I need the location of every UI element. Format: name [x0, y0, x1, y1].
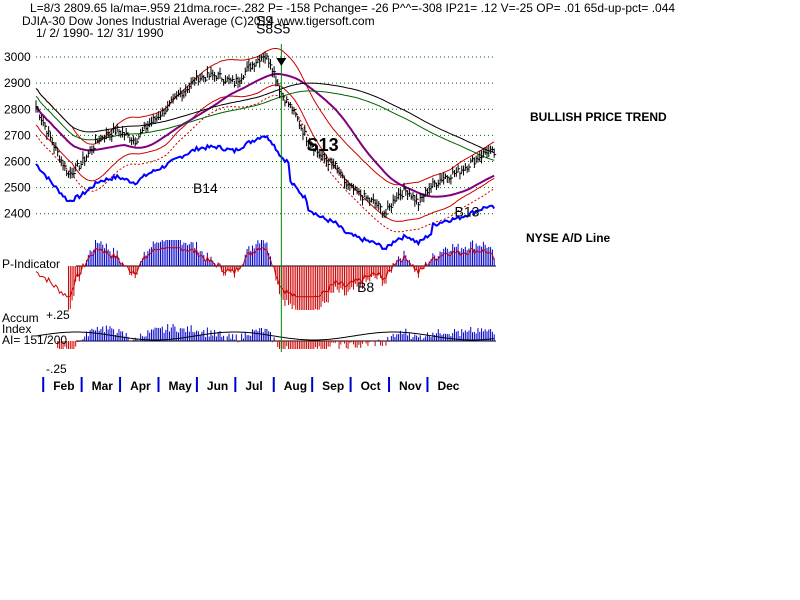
- upper-band: [35, 48, 495, 186]
- ad-line-path: [35, 134, 496, 251]
- p-indicator-panel: [35, 240, 496, 310]
- month-label: Mar: [92, 379, 114, 393]
- month-label: Jul: [245, 379, 262, 393]
- header-line-2: DJIA-30 Dow Jones Industrial Average (C)…: [22, 14, 375, 28]
- lower-band: [35, 84, 495, 222]
- ad-line-label: NYSE A/D Line: [526, 231, 611, 245]
- price-tick-label: 2500: [4, 181, 31, 195]
- price-axis-ticks: 3000 2900 2800 2700 2600 2500 2400: [4, 50, 31, 221]
- price-tick-label: 2800: [4, 102, 31, 116]
- annotation-s9: S9: [256, 13, 273, 29]
- trend-label: BULLISH PRICE TREND: [530, 110, 667, 124]
- ma-long: [35, 82, 495, 154]
- annotation-s13: S13: [307, 135, 339, 155]
- annotation-s8s5: S8S5: [256, 21, 290, 37]
- ai-label: AI= 151/200: [2, 333, 68, 347]
- lower-dotted-band: [35, 95, 495, 233]
- price-tick-label: 2700: [4, 128, 31, 142]
- index-label: Index: [2, 322, 32, 336]
- month-label: Aug: [284, 379, 307, 393]
- accum-label: Accum: [2, 311, 39, 325]
- sell-arrow-icon: [276, 58, 287, 66]
- annotation-b8: B8: [357, 279, 374, 295]
- month-label: Nov: [399, 379, 422, 393]
- price-tick-label: 2900: [4, 76, 31, 90]
- header-line-1: L=8/3 2809.65 la/ma=.959 21dma.roc=-.282…: [30, 1, 676, 15]
- p-ma-line: [35, 246, 495, 298]
- month-label: Dec: [437, 379, 459, 393]
- annotation-b14: B14: [193, 180, 218, 196]
- month-axis: Feb Mar Apr May Jun Jul Aug Sep Oct Nov Dec: [42, 377, 460, 393]
- ad-line: [35, 134, 496, 251]
- month-label: Apr: [130, 379, 151, 393]
- ma-green: [35, 90, 495, 161]
- accum-index-panel: [35, 324, 496, 349]
- p-indicator-label: P-Indicator: [2, 257, 61, 271]
- month-label: Oct: [361, 379, 381, 393]
- month-label: Feb: [53, 379, 74, 393]
- month-label: Sep: [322, 379, 344, 393]
- month-label: Jun: [207, 379, 228, 393]
- plus-label: +.25: [46, 308, 70, 322]
- month-label: May: [168, 379, 192, 393]
- price-tick-label: 2600: [4, 155, 31, 169]
- accum-ma-line: [35, 331, 495, 341]
- minus-label: -.25: [46, 362, 67, 376]
- ma-purple: [35, 72, 495, 198]
- price-tick-label: 2400: [4, 207, 31, 221]
- header-line-3: 1/ 2/ 1990- 12/ 31/ 1990: [36, 26, 164, 40]
- price-bands: [35, 48, 495, 233]
- price-tick-label: 3000: [4, 50, 31, 64]
- annotation-b13: B13: [455, 203, 480, 219]
